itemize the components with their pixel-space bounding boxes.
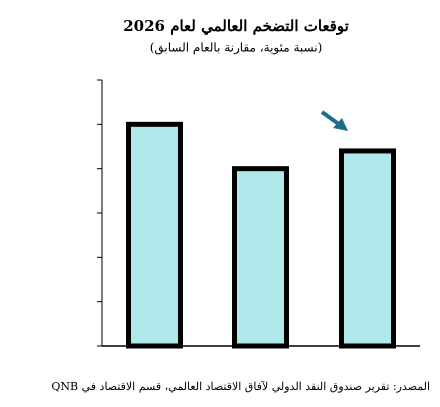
- bar: [339, 148, 396, 349]
- source-note: المصدر: تقرير صندوق النقد الدولي لآفاق ا…: [51, 380, 430, 393]
- chart-title: توقعات التضخم العالمي لعام 2026: [123, 17, 349, 36]
- annotation-arrow: [320, 110, 348, 131]
- bar: [126, 121, 183, 349]
- chart-subtitle: (نسبة مئوية، مقارنة بالعام السابق): [150, 41, 323, 55]
- bar: [232, 166, 289, 349]
